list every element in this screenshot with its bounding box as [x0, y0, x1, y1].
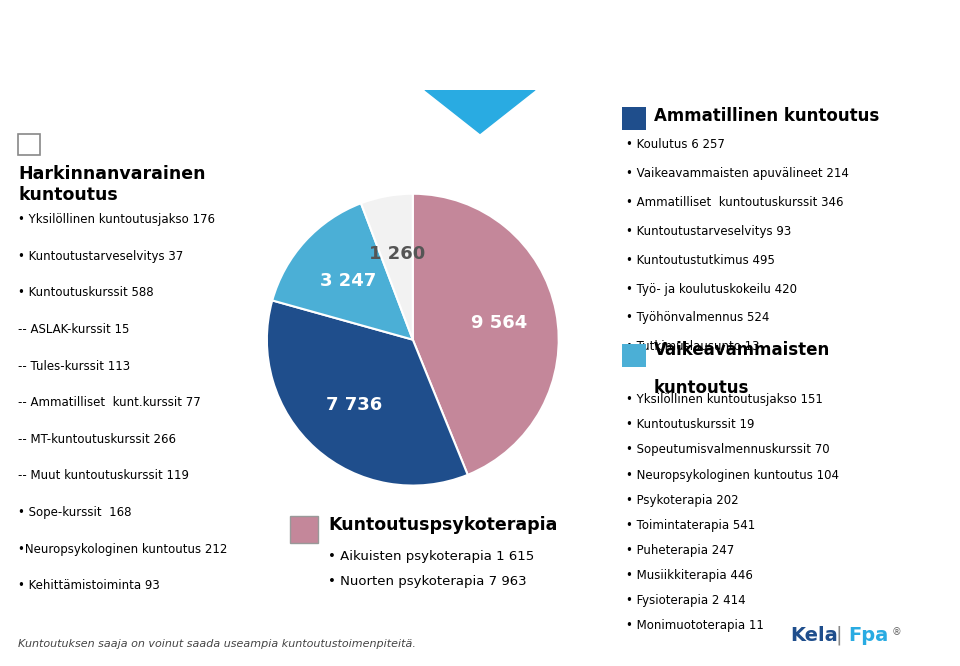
Text: 3 247: 3 247	[320, 272, 376, 290]
Text: • Kuntoutuskurssit 588: • Kuntoutuskurssit 588	[18, 286, 154, 300]
Text: -- MT-kuntoutuskurssit 266: -- MT-kuntoutuskurssit 266	[18, 433, 176, 446]
Text: Ammatillinen kuntoutus: Ammatillinen kuntoutus	[654, 107, 879, 125]
Text: • Nuorten psykoterapia 7 963: • Nuorten psykoterapia 7 963	[328, 575, 527, 589]
Text: kuntoutus: kuntoutus	[18, 186, 118, 204]
Polygon shape	[425, 90, 535, 133]
Text: Vaikeavammaisten: Vaikeavammaisten	[654, 342, 830, 360]
Text: • Työhönvalmennus 524: • Työhönvalmennus 524	[626, 312, 769, 324]
Text: • Toimintaterapia 541: • Toimintaterapia 541	[626, 519, 756, 531]
Text: Harkinnanvarainen: Harkinnanvarainen	[18, 165, 205, 183]
Text: • Fysioterapia 2 414: • Fysioterapia 2 414	[626, 594, 746, 607]
Text: • Kuntoutuskurssit 19: • Kuntoutuskurssit 19	[626, 418, 755, 432]
Text: • Kehittämistoiminta 93: • Kehittämistoiminta 93	[18, 579, 159, 592]
Text: -- ASLAK-kurssit 15: -- ASLAK-kurssit 15	[18, 323, 130, 336]
Text: • Musiikkiterapia 446: • Musiikkiterapia 446	[626, 569, 753, 581]
Bar	[18, 135, 40, 155]
Text: • Aikuisten psykoterapia 1 615: • Aikuisten psykoterapia 1 615	[328, 550, 535, 563]
Text: • Ammatilliset  kuntoutuskurssit 346: • Ammatilliset kuntoutuskurssit 346	[626, 196, 844, 209]
Text: • Kuntoutustarveselvitys 37: • Kuntoutustarveselvitys 37	[18, 250, 183, 263]
Text: • Psykoterapia 202: • Psykoterapia 202	[626, 494, 738, 507]
Text: •Neuropsykologinen kuntoutus 212: •Neuropsykologinen kuntoutus 212	[18, 543, 228, 555]
Bar	[290, 515, 318, 543]
Text: • Vaikeavammaisten apuvälineet 214: • Vaikeavammaisten apuvälineet 214	[626, 167, 849, 180]
Text: -- Ammatilliset  kunt.kurssit 77: -- Ammatilliset kunt.kurssit 77	[18, 396, 201, 410]
Text: |: |	[836, 625, 843, 645]
Text: kuntoutus: kuntoutus	[654, 379, 750, 397]
Text: • Sopeutumisvalmennuskurssit 70: • Sopeutumisvalmennuskurssit 70	[626, 444, 829, 456]
Text: • Sope-kurssit  168: • Sope-kurssit 168	[18, 506, 132, 519]
Text: • Puheterapia 247: • Puheterapia 247	[626, 543, 734, 557]
Text: 7 736: 7 736	[326, 396, 383, 414]
Text: 1 260: 1 260	[369, 244, 425, 262]
Text: Kuntoutuksen saajat  ikäryhmässä 16-29 v: Kuntoutuksen saajat ikäryhmässä 16-29 v	[196, 17, 764, 41]
Text: • Koulutus 6 257: • Koulutus 6 257	[626, 138, 725, 151]
Text: Kela: Kela	[790, 626, 838, 645]
Wedge shape	[361, 194, 413, 340]
Text: Fpa: Fpa	[848, 626, 888, 645]
Text: -- Muut kuntoutuskurssit 119: -- Muut kuntoutuskurssit 119	[18, 470, 189, 482]
Bar	[622, 107, 646, 131]
Text: • Monimuototerapia 11: • Monimuototerapia 11	[626, 619, 764, 632]
Text: • Kuntoutustarveselvitys 93: • Kuntoutustarveselvitys 93	[626, 225, 791, 238]
Wedge shape	[413, 194, 559, 475]
Bar	[622, 344, 646, 368]
Text: Kuntoutuspsykoterapia: Kuntoutuspsykoterapia	[328, 515, 558, 533]
Text: -- Tules-kurssit 113: -- Tules-kurssit 113	[18, 360, 131, 373]
Text: • Neuropsykologinen kuntoutus 104: • Neuropsykologinen kuntoutus 104	[626, 468, 839, 482]
Wedge shape	[267, 300, 468, 486]
Text: • Tutkimuslausunto 13: • Tutkimuslausunto 13	[626, 340, 759, 354]
Text: Kuntoutuksen saaja on voinut saada useampia kuntoutustoimenpiteitä.: Kuntoutuksen saaja on voinut saada useam…	[18, 639, 416, 649]
Text: ®: ®	[892, 627, 901, 637]
Text: • Työ- ja koulutuskokeilu 420: • Työ- ja koulutuskokeilu 420	[626, 282, 797, 296]
Text: Vuosi 2014: Vuosi 2014	[407, 58, 553, 82]
Text: • Yksilöllinen kuntoutusjakso 176: • Yksilöllinen kuntoutusjakso 176	[18, 213, 215, 226]
Text: • Yksilöllinen kuntoutusjakso 151: • Yksilöllinen kuntoutusjakso 151	[626, 394, 823, 406]
Text: 9 564: 9 564	[470, 314, 527, 332]
Text: • Kuntoutustutkimus 495: • Kuntoutustutkimus 495	[626, 254, 775, 266]
Wedge shape	[273, 203, 413, 340]
